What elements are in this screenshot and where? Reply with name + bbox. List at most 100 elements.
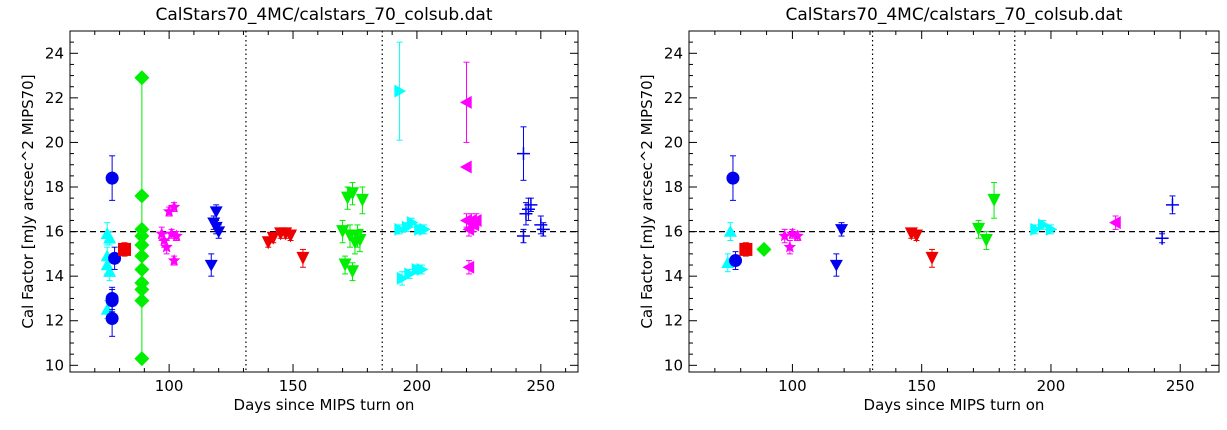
data-point (516, 147, 530, 161)
data-point (972, 222, 986, 236)
y-tick-label: 16 (45, 223, 64, 241)
y-tick-label: 14 (45, 267, 64, 285)
data-point (783, 240, 797, 253)
data-point (404, 267, 416, 281)
data-point (459, 160, 472, 174)
data-point (925, 251, 939, 265)
data-point (726, 171, 740, 185)
y-tick-label: 12 (664, 312, 683, 330)
data-point (134, 228, 150, 244)
data-point (835, 224, 849, 236)
y-tick-label: 16 (664, 223, 683, 241)
series-triangle-left (459, 61, 482, 275)
chart-panel-2: CalStars70_4MC/calstars_70_colsub.dat 100… (638, 5, 1220, 414)
data-point (212, 226, 226, 239)
series-flag (336, 182, 369, 282)
data-point (1037, 218, 1050, 232)
x-tick-label: 250 (1166, 377, 1195, 395)
series-circle (105, 155, 122, 337)
data-point (103, 265, 117, 277)
data-point (739, 242, 753, 256)
data-point (266, 231, 280, 245)
series-square (739, 242, 753, 257)
data-point (134, 293, 150, 309)
series-flag (972, 182, 1001, 250)
x-tick-label: 200 (1037, 377, 1066, 395)
data-point (167, 200, 181, 213)
series-circle (726, 155, 743, 270)
data-point (338, 258, 352, 272)
x-tick-label: 150 (907, 377, 936, 395)
data-point (462, 260, 475, 274)
data-point (723, 225, 737, 237)
series-flag (904, 227, 939, 268)
data-point (284, 229, 298, 243)
series-flag (261, 227, 310, 268)
data-point (524, 198, 538, 212)
data-point (416, 262, 429, 276)
series-star (778, 227, 804, 255)
data-point (209, 206, 223, 219)
data-point (396, 271, 409, 285)
data-point (829, 259, 843, 272)
data-point (118, 242, 132, 256)
data-point (167, 254, 181, 266)
series-plus (516, 126, 550, 244)
data-point (134, 351, 150, 367)
data-point (353, 234, 367, 248)
data-point (134, 261, 150, 277)
chart-title: CalStars70_4MC/calstars_70_colsub.dat (785, 5, 1122, 25)
series-triangle-down (204, 204, 226, 277)
data-point (345, 265, 359, 279)
data-point (536, 222, 550, 236)
data-point (103, 231, 117, 244)
series-diamond (134, 70, 150, 367)
data-point (160, 240, 173, 253)
y-tick-label: 22 (45, 89, 64, 107)
series-triangle-left (1109, 215, 1121, 230)
data-point (1165, 198, 1179, 212)
y-axis-label: Cal Factor [mJy arcsec^2 MIPS70] (19, 74, 37, 328)
data-point (469, 213, 482, 227)
plot-frame (688, 30, 1220, 373)
y-tick-label: 18 (45, 178, 64, 196)
data-point (516, 229, 530, 243)
data-point (406, 216, 419, 230)
data-point (459, 95, 472, 109)
data-point (791, 229, 804, 242)
data-point (296, 251, 310, 265)
plot-frame (69, 30, 579, 373)
data-point (1045, 222, 1058, 236)
series-plus (1155, 195, 1179, 245)
data-point (105, 312, 119, 326)
data-point (170, 229, 183, 242)
chart-title: CalStars70_4MC/calstars_70_colsub.dat (155, 5, 492, 25)
data-point (105, 294, 119, 308)
y-tick-label: 20 (45, 133, 64, 151)
series-triangle-right (394, 41, 431, 286)
x-tick-label: 150 (279, 377, 308, 395)
data-point (134, 282, 150, 298)
data-point (729, 254, 743, 268)
chart-panel-1: CalStars70_4MC/calstars_70_colsub.dat 100… (19, 5, 579, 414)
data-point (756, 241, 772, 257)
data-point (134, 237, 150, 253)
data-point (134, 188, 150, 204)
data-point (134, 248, 150, 264)
data-point (778, 229, 791, 242)
y-axis-label: Cal Factor [mJy arcsec^2 MIPS70] (638, 74, 656, 328)
data-point (1155, 231, 1169, 245)
y-tick-label: 14 (664, 267, 683, 285)
x-axis-label: Days since MIPS turn on (234, 396, 415, 414)
y-tick-label: 12 (45, 312, 64, 330)
series-star (155, 200, 183, 266)
series-square (118, 242, 132, 257)
y-tick-label: 22 (664, 89, 683, 107)
data-point (987, 193, 1001, 207)
data-point (1109, 216, 1121, 230)
series-triangle-down (829, 222, 849, 277)
data-point (394, 84, 407, 98)
data-point (108, 251, 122, 265)
data-point (394, 222, 407, 236)
data-point (355, 193, 369, 207)
